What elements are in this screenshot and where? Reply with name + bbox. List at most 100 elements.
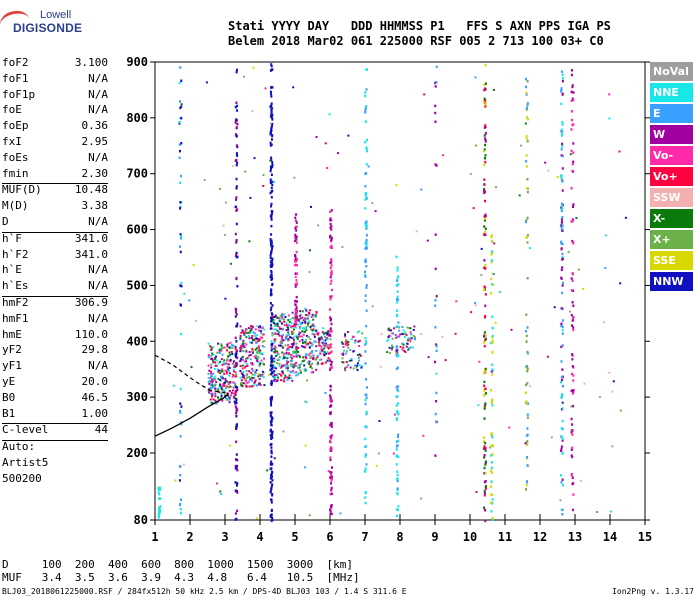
echo-point [220, 369, 223, 372]
echo-point [180, 284, 183, 288]
echo-point [329, 470, 332, 474]
echo-point [259, 374, 262, 377]
echo-point [290, 377, 292, 379]
echo-point [393, 327, 395, 330]
echo-point [356, 331, 359, 334]
echo-point [474, 76, 477, 79]
echo-point [270, 446, 273, 449]
echo-point [276, 353, 279, 356]
echo-point [270, 244, 273, 248]
echo-point [294, 325, 296, 328]
echo-point [276, 321, 279, 324]
echo-point [245, 379, 248, 382]
x-tick-label: 5 [291, 530, 298, 544]
echo-point [240, 331, 243, 334]
echo-point [211, 392, 214, 395]
echo-point [493, 273, 495, 275]
echo-point [235, 253, 238, 257]
echo-point [308, 353, 311, 356]
echo-point [302, 319, 305, 322]
echo-point [271, 479, 274, 482]
echo-point [241, 350, 244, 352]
echo-point [343, 349, 345, 352]
echo-point [271, 470, 274, 474]
echo-point [444, 359, 447, 362]
echo-point [571, 476, 574, 480]
echo-point [242, 339, 245, 342]
echo-point [234, 467, 237, 470]
echo-point [243, 342, 246, 345]
y-tick-label: 700 [126, 167, 148, 181]
echo-point [250, 362, 253, 365]
echo-point [330, 330, 333, 333]
echo-point [220, 387, 223, 390]
echo-point [329, 327, 332, 330]
echo-point [339, 512, 342, 515]
param-name: D [2, 214, 9, 228]
echo-point [395, 385, 398, 389]
echo-point [276, 374, 278, 376]
echo-point [313, 325, 316, 328]
echo-point [299, 364, 302, 367]
echo-point [270, 104, 273, 108]
echo-point [253, 383, 256, 386]
echo-point [281, 357, 284, 360]
echo-point [561, 328, 564, 332]
echo-point [525, 330, 527, 333]
echo-point [325, 342, 328, 345]
echo-point [157, 488, 160, 491]
echo-point [179, 507, 182, 511]
echo-point [491, 493, 494, 497]
echo-point [270, 276, 273, 279]
echo-point [364, 194, 367, 198]
echo-point [321, 331, 324, 334]
echo-point [356, 369, 359, 371]
echo-point [220, 393, 223, 396]
echo-point [249, 358, 252, 361]
echo-point [282, 333, 284, 336]
echo-point [525, 220, 527, 224]
echo-point [319, 352, 322, 355]
echo-point [221, 353, 224, 356]
echo-point [484, 157, 486, 160]
echo-point [235, 251, 238, 255]
echo-point [313, 357, 316, 360]
echo-point [291, 343, 293, 346]
echo-point [402, 329, 405, 332]
echo-point [270, 397, 273, 400]
echo-point [312, 315, 315, 318]
echo-point [310, 315, 313, 318]
echo-point [560, 474, 563, 477]
echo-point [491, 350, 494, 354]
echo-point [353, 341, 356, 344]
echo-point [285, 365, 288, 368]
x-tick-label: 1 [151, 530, 158, 544]
echo-point [270, 514, 273, 517]
echo-point [570, 289, 573, 292]
echo-point [312, 357, 314, 360]
echo-point [274, 332, 277, 335]
echo-point [270, 368, 273, 371]
echo-point [560, 276, 563, 280]
echo-point [526, 106, 528, 110]
echo-point [278, 334, 281, 337]
echo-point [270, 467, 273, 470]
echo-point [572, 241, 575, 244]
echo-point [484, 471, 487, 475]
echo-point [231, 362, 234, 365]
echo-point [179, 435, 182, 438]
echo-point [560, 307, 563, 310]
legend-item-nne: NNE [650, 83, 693, 102]
echo-point [179, 233, 182, 236]
echo-point [435, 345, 438, 348]
echo-point [290, 364, 293, 367]
echo-point [159, 486, 162, 490]
echo-point [315, 368, 318, 371]
echo-point [287, 326, 290, 329]
param-row: h`F2 341.0 [2, 248, 108, 265]
echo-point [561, 393, 564, 396]
echo-point [342, 361, 345, 364]
echo-point [315, 358, 318, 361]
echo-point [277, 316, 280, 319]
echo-point [475, 491, 478, 493]
